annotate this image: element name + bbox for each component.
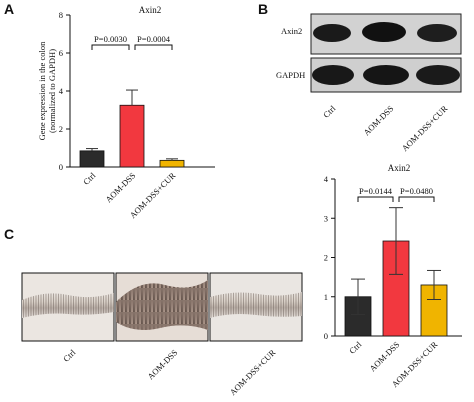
y-axis-label: (normalized to GAPDH)	[47, 49, 57, 133]
x-tick-label: Ctrl	[81, 170, 98, 187]
bar	[119, 104, 145, 168]
significance-bracket	[91, 44, 130, 50]
y-tick-label: 2	[324, 253, 328, 263]
blot-lane-label: Ctrl	[321, 103, 338, 120]
chart-title: Axin2	[388, 163, 411, 173]
y-tick-label: 4	[59, 86, 64, 96]
panel-label-a: A	[4, 1, 14, 17]
bar	[159, 159, 185, 168]
blot-lane-label: AOM-DSS	[361, 103, 395, 137]
x-tick-label: Ctrl	[347, 339, 364, 356]
x-tick-label: AOM-DSS	[103, 170, 137, 204]
significance-bracket	[134, 44, 173, 50]
chart-title: Axin2	[139, 5, 162, 15]
blot-band	[417, 24, 457, 42]
y-tick-label: 2	[59, 124, 63, 134]
significance-bracket	[357, 196, 394, 202]
significance-bracket	[398, 196, 435, 202]
histology-label: Ctrl	[61, 347, 78, 364]
blot-band	[362, 22, 406, 42]
panel-label-b: B	[258, 1, 268, 17]
blot-band	[313, 24, 351, 42]
histology-crypts	[22, 293, 114, 318]
y-tick-label: 4	[324, 174, 329, 184]
y-tick-label: 8	[59, 10, 63, 20]
histology-panel: Ctrl AOM-DSS AOM-DSS+CUR	[21, 272, 303, 397]
panel-label-c: C	[4, 226, 14, 242]
blot-band	[312, 65, 354, 85]
histology-label: AOM-DSS	[145, 347, 179, 381]
bar	[79, 150, 105, 168]
p-value-label: P=0.0004	[137, 34, 171, 44]
chart-a: 0 2 4 6 8 Axin2 Gene expression in the colon (n…	[37, 5, 215, 220]
p-value-label: P=0.0144	[359, 186, 393, 196]
western-blot: Axin2 GAPDH Ctrl AOM-DSS AOM-DSS+CUR	[276, 13, 462, 153]
y-axis-label: Gene expression in the colon	[37, 41, 47, 140]
y-tick-label: 0	[324, 331, 328, 341]
p-value-label: P=0.0480	[400, 186, 433, 196]
p-value-label: P=0.0030	[94, 34, 127, 44]
y-tick-label: 0	[59, 162, 63, 172]
y-tick-label: 6	[59, 48, 63, 58]
blot-row-label-gapdh: GAPDH	[276, 70, 305, 80]
histology-label: AOM-DSS+CUR	[228, 347, 278, 397]
y-tick-label: 1	[324, 292, 328, 302]
histology-crypts	[116, 280, 208, 330]
y-tick-label: 3	[324, 213, 328, 223]
blot-lane-label: AOM-DSS+CUR	[400, 103, 450, 153]
blot-row-label-axin2: Axin2	[281, 26, 302, 36]
histology-crypts	[210, 292, 302, 318]
blot-band	[416, 65, 460, 85]
x-tick-label: AOM-DSS	[367, 339, 401, 373]
blot-band	[363, 65, 409, 85]
